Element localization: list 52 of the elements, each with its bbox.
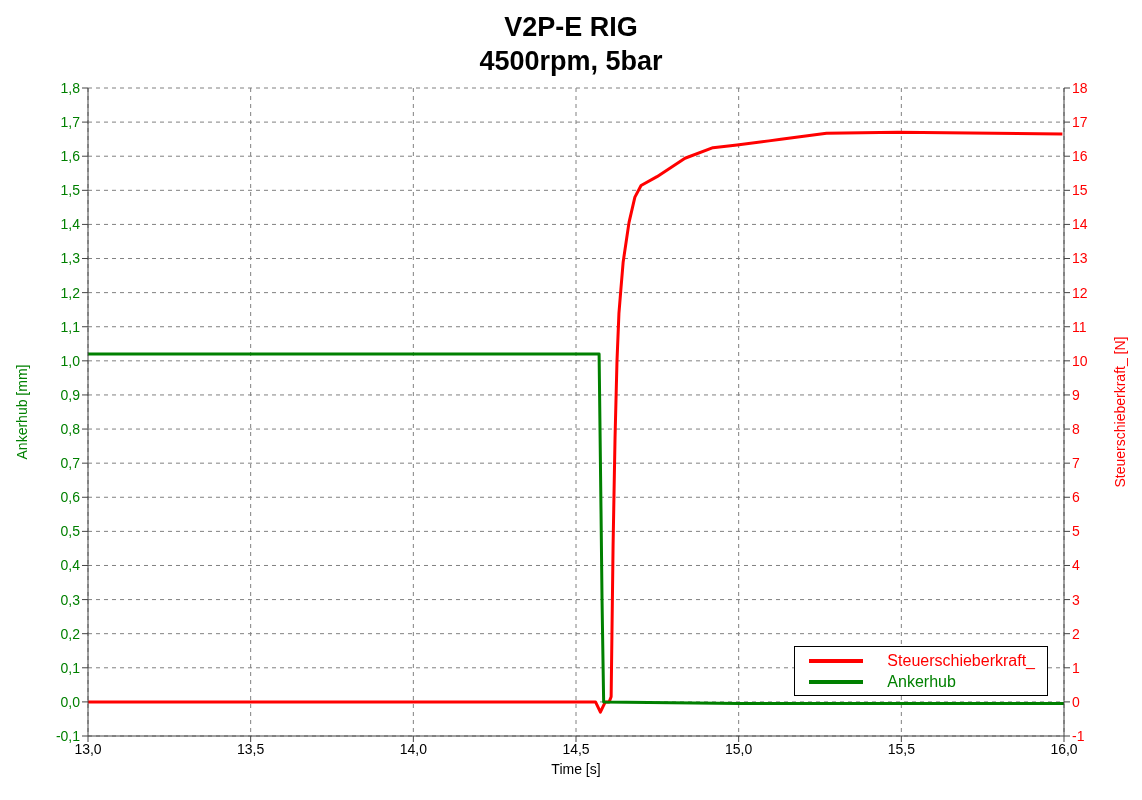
y-axis-title: Ankerhub [mm] — [13, 364, 30, 460]
y2-tick-label: 6 — [1072, 489, 1080, 506]
y2-tick-label: 16 — [1072, 148, 1088, 165]
y2-tick-label: 11 — [1072, 318, 1087, 335]
y-tick-label: 0,2 — [60, 625, 81, 642]
y2-tick-label: 0 — [1072, 693, 1080, 710]
y-tick-label: 0,9 — [60, 386, 81, 403]
x-tick-label: 13,5 — [237, 740, 265, 757]
x-tick-label: 14,0 — [399, 740, 428, 757]
y2-tick-label: 15 — [1072, 182, 1088, 199]
chart-title: V2P-E RIG — [503, 11, 639, 44]
y-tick-label: 1,2 — [60, 284, 81, 301]
x-axis-title: Time [s] — [551, 761, 601, 777]
y-tick-label: 0,3 — [60, 591, 81, 608]
y2-tick-label: 10 — [1072, 352, 1088, 369]
y-tick-label: 0,8 — [60, 421, 81, 438]
x-tick-label: 14,5 — [562, 740, 590, 757]
x-tick-label: 15,5 — [887, 740, 916, 757]
y-tick-label: 0,4 — [60, 557, 81, 574]
y-tick-label: 0,0 — [60, 693, 81, 710]
chart-subtitle: 4500rpm, 5bar — [478, 45, 664, 78]
y2-axis-title: Steuerschieberkraft_ [N] — [1111, 336, 1128, 488]
y-tick-label: 1,5 — [60, 182, 81, 199]
y2-tick-label: 13 — [1072, 250, 1088, 267]
y-tick-label: 1,6 — [60, 148, 81, 165]
y-tick-label: 0,7 — [60, 455, 81, 472]
y2-tick-label: 18 — [1072, 79, 1088, 96]
legend-label: Ankerhub — [887, 672, 956, 691]
legend-label: Steuerschieberkraft_ — [887, 651, 1035, 670]
y2-tick-label: 12 — [1072, 284, 1088, 301]
y2-tick-label: 7 — [1072, 455, 1080, 472]
y2-tick-label: 8 — [1072, 421, 1080, 438]
y-tick-label: 1,3 — [60, 250, 81, 267]
y-tick-label: 1,7 — [60, 114, 81, 131]
y-tick-label: 0,1 — [60, 659, 81, 676]
y2-tick-label: 4 — [1072, 557, 1080, 574]
y-tick-label: 1,8 — [60, 79, 81, 96]
y2-tick-label: 14 — [1072, 216, 1088, 233]
y-tick-label: 0,6 — [60, 489, 81, 506]
line-series — [88, 352, 1064, 706]
y-tick-label: 1,1 — [60, 318, 81, 335]
y2-tick-label: 2 — [1072, 625, 1080, 642]
y-tick-label: 1,4 — [60, 216, 81, 233]
y2-tick-label: 5 — [1072, 523, 1080, 540]
y2-tick-label: 9 — [1072, 386, 1080, 403]
y-tick-label: 0,5 — [60, 523, 81, 540]
y2-tick-label: 3 — [1072, 591, 1080, 608]
y-tick-label: 1,0 — [60, 352, 81, 369]
y2-tick-label: 1 — [1072, 659, 1080, 676]
line-series — [88, 130, 1064, 714]
y2-tick-label: 17 — [1072, 114, 1088, 131]
x-tick-label: 15,0 — [725, 740, 753, 757]
